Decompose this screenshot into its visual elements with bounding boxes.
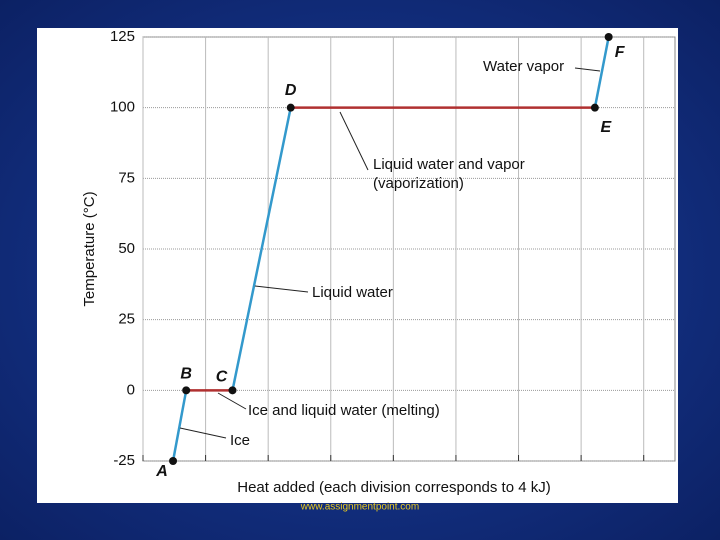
leader-line <box>217 392 247 410</box>
point-label: A <box>155 463 168 480</box>
data-point <box>169 457 178 465</box>
line-segment <box>593 36 610 108</box>
y-axis-label: Temperature (°C) <box>81 191 98 306</box>
y-tick-label: 25 <box>118 311 135 328</box>
annotation: (vaporization) <box>373 175 464 192</box>
annotation: Ice and liquid water (melting) <box>248 402 440 419</box>
annotation: Ice <box>230 432 250 449</box>
data-point <box>590 103 599 112</box>
y-tick-label: 75 <box>118 169 135 186</box>
point-label: C <box>216 369 228 386</box>
leader-line <box>574 67 601 72</box>
line-segment <box>171 390 188 462</box>
data-point <box>286 103 295 112</box>
data-point <box>228 386 237 395</box>
data-point <box>182 386 191 395</box>
footer: www.assignmentpoint.com <box>300 502 419 513</box>
annotation: Water vapor <box>483 58 564 75</box>
data-point <box>604 33 613 41</box>
annotation: Liquid water and vapor <box>373 156 525 173</box>
point-label: B <box>180 366 192 383</box>
y-tick-label: 100 <box>110 99 135 116</box>
point-label: D <box>285 82 297 99</box>
leader-line <box>339 111 369 171</box>
line-segment <box>231 107 292 391</box>
leader-line <box>179 427 227 439</box>
point-label: F <box>615 44 626 61</box>
leader-line <box>254 285 309 293</box>
y-tick-label: 50 <box>118 240 135 257</box>
x-axis-label: Heat added (each division corresponds to… <box>237 479 551 496</box>
y-tick-label: 0 <box>127 381 135 398</box>
point-label: E <box>601 119 613 136</box>
y-tick-label: 125 <box>110 28 135 45</box>
y-tick-label: -25 <box>113 452 135 469</box>
annotation: Liquid water <box>312 284 393 301</box>
